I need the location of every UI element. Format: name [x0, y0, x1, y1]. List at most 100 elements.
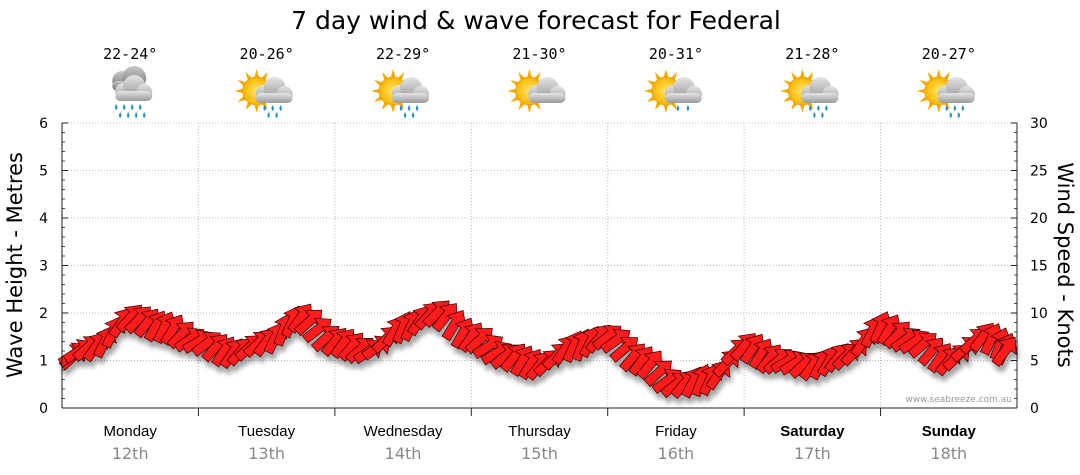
sun-ray: [398, 71, 405, 81]
sun-ray: [800, 69, 805, 78]
sun-showers-icon: [916, 69, 975, 118]
sun-ray: [245, 101, 252, 111]
sun-ray: [927, 101, 934, 111]
sun-ray: [254, 69, 259, 78]
wind-arrow: [431, 303, 458, 333]
day-name: Friday: [655, 423, 697, 440]
day-temp: 21-30°: [512, 45, 566, 63]
sun-ray: [936, 69, 942, 78]
day-date: 16th: [658, 444, 695, 463]
sun-ray: [234, 88, 243, 94]
cloud-shape: [664, 77, 702, 103]
sun-ray: [670, 71, 677, 81]
sun-ray: [916, 88, 925, 94]
right-tick-label: 5: [1030, 354, 1039, 370]
rain-drop: [813, 112, 816, 118]
sun-ray: [534, 71, 541, 81]
left-tick-label: 3: [39, 259, 48, 275]
right-tick-label: 15: [1030, 259, 1048, 275]
cloud-shape: [392, 77, 430, 103]
day-date: 13th: [248, 444, 285, 463]
day-date: 17th: [794, 444, 831, 463]
sun-ray: [670, 101, 677, 111]
sun-ray: [510, 95, 519, 102]
left-tick-label: 1: [39, 354, 48, 370]
sun-showers-icon: [780, 69, 839, 118]
partly-cloudy-icon: [507, 69, 566, 113]
sun-ray: [254, 104, 259, 113]
day-name: Saturday: [780, 423, 845, 440]
sun-ray: [783, 95, 792, 102]
sun-ray: [237, 95, 246, 102]
rain-drop: [134, 112, 138, 118]
day-temp: 21-28°: [785, 45, 839, 63]
left-axis-label: Wave Height - Metres: [3, 152, 27, 378]
sun-ray: [654, 71, 661, 81]
wind-arrows: [57, 300, 1018, 400]
sun-shower-icon: [643, 69, 702, 113]
day-name: Tuesday: [238, 423, 295, 440]
day-name: Monday: [104, 423, 158, 440]
right-tick-label: 0: [1030, 401, 1039, 417]
watermark: www.seabreeze.com.au: [905, 395, 1012, 405]
sun-ray: [371, 88, 380, 94]
day-temp: 20-26°: [240, 45, 294, 63]
rain-drop: [686, 105, 690, 111]
sun-ray: [919, 80, 928, 87]
rain-drop: [961, 105, 965, 111]
sun-ray: [374, 80, 383, 87]
sun-ray: [390, 104, 396, 113]
day-date: 14th: [385, 444, 422, 463]
cloud-shape: [937, 77, 975, 103]
left-tick-label: 4: [39, 211, 48, 227]
sun-ray: [663, 104, 669, 113]
sun-ray: [791, 71, 798, 81]
day-date: 12th: [112, 444, 149, 463]
wind-arrow: [636, 350, 662, 380]
cloud-shape: [115, 75, 153, 101]
sun-ray: [518, 101, 525, 111]
day-date: 18th: [930, 444, 967, 463]
wind-arrow: [991, 336, 1017, 368]
right-tick-label: 30: [1030, 116, 1048, 132]
cloud-shape: [528, 77, 566, 103]
right-tick-label: 20: [1030, 211, 1048, 227]
sun-ray: [800, 104, 805, 113]
sun-ray: [943, 71, 950, 81]
rain-drop: [267, 112, 270, 118]
day-labels: Monday 12th 22-24° Tuesday 13th 20-26° Wednesd…: [103, 45, 976, 463]
rain-drop: [118, 112, 122, 118]
sun-ray: [646, 80, 656, 87]
rain-drop: [114, 104, 118, 110]
rain-drop: [138, 104, 142, 110]
sun-ray: [237, 80, 246, 87]
sun-ray: [390, 69, 396, 78]
rain-drop: [279, 105, 282, 111]
weather-icons: [112, 66, 975, 118]
right-tick-label: 25: [1030, 164, 1048, 180]
day-temp: 20-31°: [649, 45, 703, 63]
rain-drop: [953, 105, 957, 111]
rain-drop: [403, 112, 407, 118]
sun-ray: [510, 80, 519, 87]
rain-drop: [949, 112, 953, 118]
chart-title: 7 day wind & wave forecast for Federal: [291, 6, 781, 35]
sun-ray: [534, 101, 541, 111]
rain-drop: [411, 112, 415, 118]
rain-drop: [126, 112, 130, 118]
sun-ray: [382, 101, 389, 111]
rain-drop: [399, 105, 403, 111]
rain-drop: [676, 105, 680, 111]
sun-ray: [527, 69, 532, 78]
showers-icon: [112, 66, 153, 118]
sun-ray: [927, 71, 934, 81]
wind-arrow: [441, 309, 467, 342]
day-name: Sunday: [922, 423, 977, 440]
grid-lines: [62, 122, 1017, 416]
rain-drop: [263, 105, 266, 111]
left-tick-label: 6: [39, 116, 48, 132]
left-tick-label: 5: [39, 164, 48, 180]
left-tick-label: 0: [39, 401, 48, 417]
sun-ray: [919, 95, 928, 102]
sun-ray: [936, 104, 942, 113]
